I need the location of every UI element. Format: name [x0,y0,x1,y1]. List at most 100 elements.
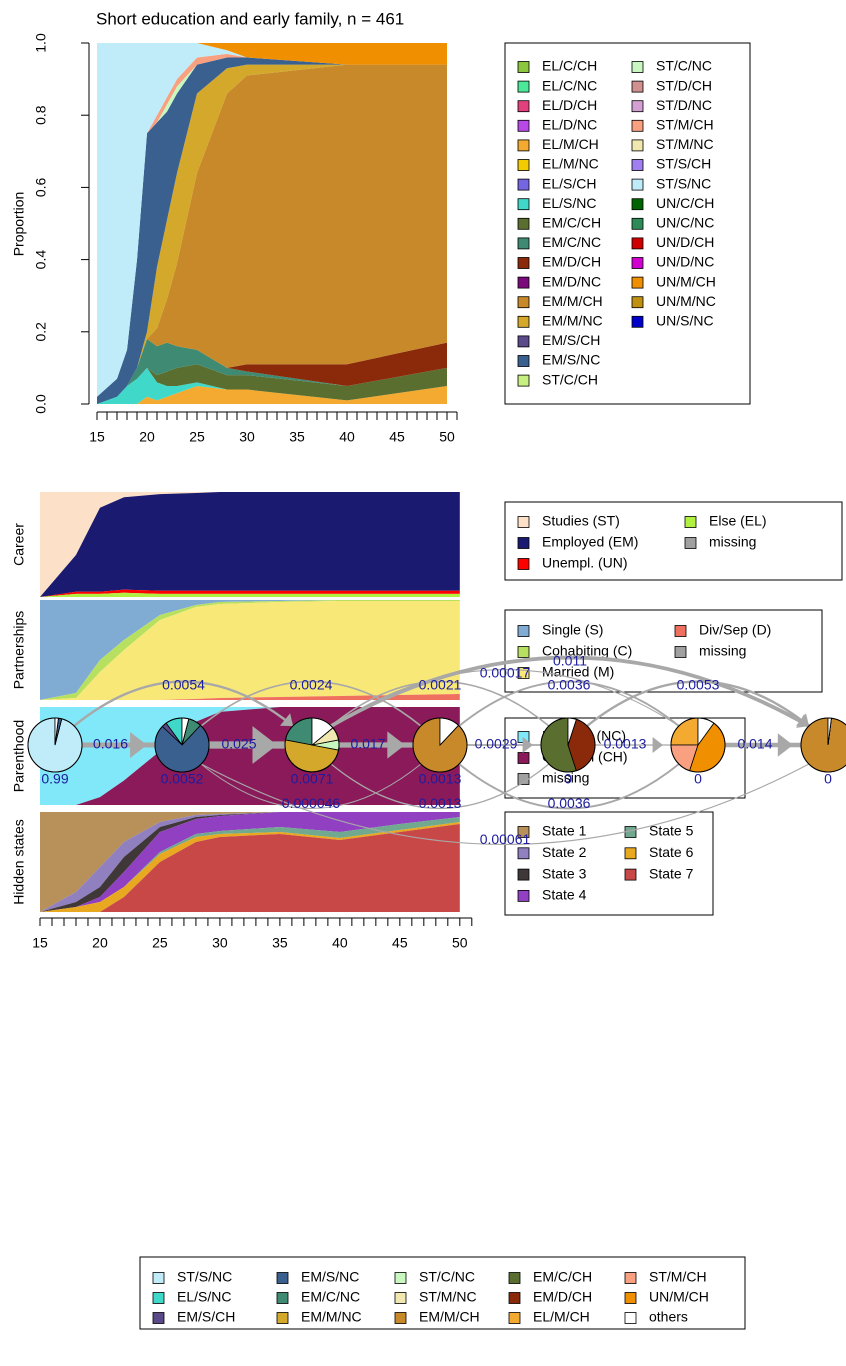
area [97,64,447,404]
edge-label: 0.0021 [419,676,462,692]
edge-label: 0.014 [737,736,772,752]
chart-title: Short education and early family, n = 46… [96,9,404,28]
legend-label: ST/D/CH [656,77,712,93]
x-tick-label: 50 [452,935,468,951]
legend-swatch [517,80,530,93]
x-tick-label: 45 [389,429,405,445]
initial-probability: 0 [564,771,572,787]
area [97,364,447,404]
legend-label: UN/C/CH [656,195,714,211]
legend-swatch [624,1312,637,1324]
legend-swatch [517,847,530,860]
legend-swatch [517,558,530,570]
sequence-band [40,812,460,912]
edge-label: 0.0036 [548,676,591,692]
legend-label: ST/S/NC [656,175,711,191]
legend-label: EM/D/NC [542,273,601,289]
legend-swatch [517,335,530,348]
legend-swatch [517,100,530,113]
legend-swatch [517,276,530,289]
legend-swatch [517,61,530,73]
legend-swatch [394,1312,407,1324]
sequence-band [40,601,460,700]
edge [329,655,811,728]
legend-label: Else (EL) [709,513,767,529]
legend-label: UN/D/NC [656,254,714,270]
edge-arrow [777,733,793,757]
legend-label: EL/S/NC [177,1289,231,1305]
edge [330,680,550,727]
edge [73,680,294,728]
legend-label: Employed (EM) [542,534,638,550]
legend-label: others [649,1309,688,1325]
legend-label: UN/M/NC [656,293,716,309]
legend-label: EL/M/NC [542,156,599,172]
legend-swatch [508,1292,521,1304]
legend-swatch [152,1312,165,1324]
legend-swatch [517,516,530,528]
legend-swatch [517,625,530,637]
legend-label: Studies (ST) [542,513,620,529]
edge-label: 0.0029 [475,736,518,752]
y-tick-label: 0.6 [33,177,49,197]
sequence-band [40,492,460,597]
legend-label: ST/D/NC [656,97,712,113]
legend-swatch [517,868,530,881]
legend-swatch [517,159,530,171]
legend-swatch [517,178,530,191]
initial-probability: 0 [824,771,832,787]
legend-box [504,42,751,405]
sequence-band [40,589,460,597]
legend-swatch [517,257,530,269]
edge-arrow [522,737,533,753]
legend-label: EM/C/NC [301,1289,360,1305]
legend-swatch [624,1292,637,1304]
sequence-band [40,694,460,700]
legend-swatch [517,198,530,211]
x-tick-label: 40 [339,429,355,445]
legend-swatch [394,1292,407,1304]
legend-label: Div/Sep (D) [699,622,771,638]
sequence-band [40,824,460,912]
edge [586,680,810,728]
legend-box [504,609,823,693]
legend-box [139,1256,746,1330]
legend-swatch [624,868,637,881]
legend-swatch [276,1272,289,1284]
y-tick-label: 0.2 [33,322,49,342]
legend-swatch [631,119,644,132]
edge-label: 0.00017 [480,664,531,680]
area [97,64,447,404]
legend-swatch [276,1312,289,1324]
edge [458,763,680,810]
initial-probability: 0.0052 [161,771,204,787]
legend-label: ST/C/CH [542,371,598,387]
legend-swatch [624,1272,637,1284]
legend-label: UN/D/CH [656,234,714,250]
legend-swatch [517,119,530,132]
initial-probability: 0 [694,771,702,787]
x-tick-label: 25 [189,429,205,445]
legend-label: State 4 [542,887,587,903]
legend-swatch [631,139,644,152]
edge [200,763,422,809]
legend-label: Single (S) [542,622,603,638]
area [97,43,447,65]
initial-probability: 0.99 [41,771,68,787]
x-tick-label: 20 [139,429,155,445]
legend-label: missing [709,534,756,550]
sequence-band [40,600,460,700]
y-tick-label: 0.0 [33,394,49,414]
legend-swatch [508,1312,521,1324]
legend-swatch [631,61,644,73]
edge-label: 0.000046 [282,795,341,811]
legend-label: State 6 [649,844,694,860]
legend-swatch [517,646,530,658]
legend-label: ST/M/CH [649,1269,707,1285]
legend-label: State 5 [649,823,694,839]
legend-label: UN/C/NC [656,215,714,231]
legend-label: State 3 [542,865,587,881]
legend-swatch [631,198,644,211]
panel-label: Hidden states [11,819,27,905]
